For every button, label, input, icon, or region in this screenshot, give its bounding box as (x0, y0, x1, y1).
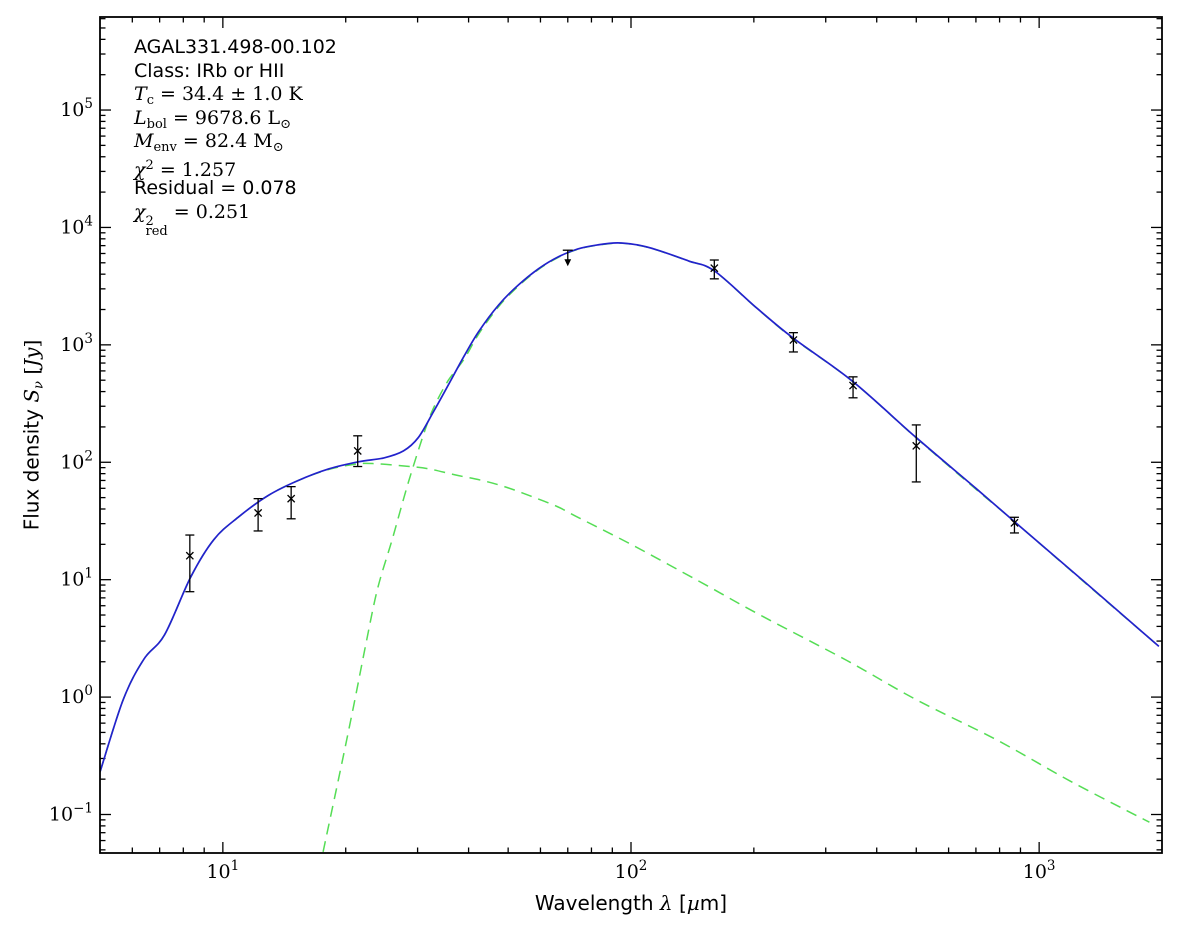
tick-label: 103 (1023, 858, 1056, 883)
annotation-line: Class: IRb or HII (134, 59, 285, 82)
fit-parameters-annotation: AGAL331.498-00.102 Class: IRb or HII Tc = … (134, 36, 337, 239)
annotation-line: Menv = 82.4 M⊙ (134, 130, 284, 155)
tick-label: 101 (60, 566, 93, 591)
annotation-line: AGAL331.498-00.102 (134, 36, 337, 58)
data-point (788, 332, 798, 353)
data-points (185, 249, 1019, 593)
annotation-line: Tc = 34.4 ± 1.0 K (134, 83, 303, 108)
tick-label: 100 (60, 683, 93, 708)
data-point (185, 534, 195, 593)
data-point (286, 485, 296, 520)
tick-label: 103 (60, 331, 93, 356)
data-point (353, 435, 363, 468)
tick-label: 105 (60, 96, 93, 121)
upper-limit-point (562, 249, 573, 267)
annotation-line: χ 2 red = 0.251 (134, 200, 251, 239)
tick-label: 102 (60, 448, 93, 473)
total-model-fit-curve (100, 242, 1160, 773)
axis-tick-labels: 101 102 103 10−1 100 101 102 103 104 105 (49, 96, 1056, 883)
annotation-line: Lbol = 9678.6 L⊙ (134, 106, 291, 132)
data-point (253, 497, 263, 532)
data-point (709, 259, 719, 280)
tick-label: 10−1 (49, 801, 93, 826)
down-arrow-icon (564, 259, 572, 267)
tick-label: 101 (206, 858, 239, 883)
data-point (1009, 516, 1019, 534)
stacked-supsub: 2 red (145, 213, 168, 239)
warm-component-curve (100, 462, 1150, 823)
x-axis-label: Wavelength λ [µm] (534, 891, 728, 915)
data-point (848, 376, 858, 399)
data-point (911, 424, 921, 483)
annotation-line: χ2 = 1.257 (134, 157, 237, 181)
axis-ticks (100, 17, 1162, 853)
tick-label: 104 (60, 213, 93, 238)
annotation-line: Residual = 0.078 (134, 177, 297, 199)
y-axis-label: Flux density Sν [Jy] (19, 339, 47, 531)
model-curves (100, 242, 1160, 853)
plot-border (99, 16, 1163, 854)
tick-label: 102 (615, 858, 648, 883)
